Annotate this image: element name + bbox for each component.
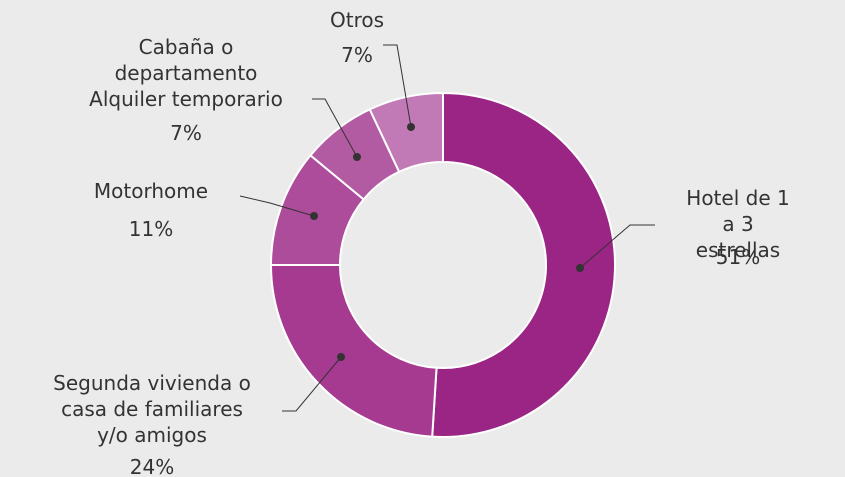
leader-dot [407, 123, 415, 131]
value-label: 7% [170, 121, 202, 145]
leader-line [579, 224, 655, 269]
leader-line [312, 98, 358, 158]
value-label: 7% [341, 43, 373, 67]
slice-label: Motorhome [93, 179, 209, 203]
donut-slice [431, 91, 616, 438]
slice-label: Cabaña o departamento Alquiler temporari… [89, 35, 283, 111]
slice-label: Otros [329, 8, 385, 32]
leader-line [239, 195, 315, 217]
leader-dot [353, 153, 361, 161]
donut-slice [269, 264, 438, 438]
value-label: 11% [128, 217, 174, 241]
value-label: 51% [715, 245, 761, 269]
leader-dot [337, 353, 345, 361]
leader-line [383, 44, 412, 128]
value-label: 24% [129, 455, 175, 477]
leader-line [282, 356, 342, 412]
donut-slice [368, 91, 444, 174]
slice-label: Segunda vivienda o casa de familiares y/… [53, 371, 251, 447]
leader-dot [310, 212, 318, 220]
slice-label: Hotel de 1 a 3 estrellas [686, 186, 790, 262]
leader-dot [576, 264, 584, 272]
